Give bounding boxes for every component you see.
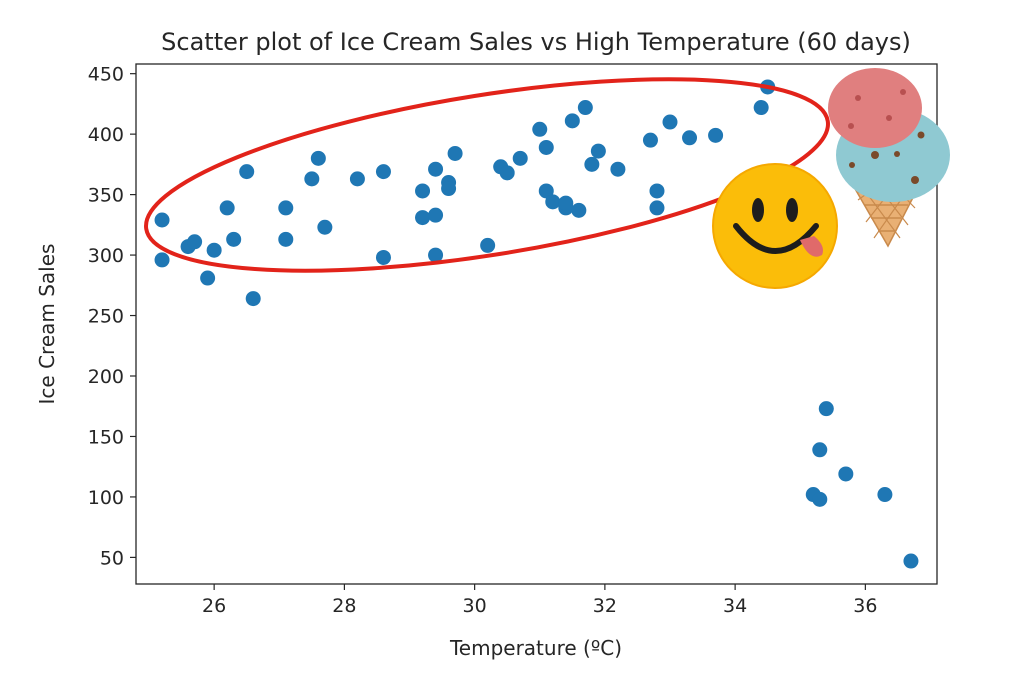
data-point [415, 210, 431, 226]
data-point [375, 164, 391, 180]
data-point [441, 181, 457, 197]
data-point [310, 150, 326, 166]
data-point [649, 200, 665, 216]
y-tick-label: 350 [88, 185, 124, 207]
data-point [206, 242, 222, 258]
data-point [753, 100, 769, 116]
data-point [428, 247, 444, 263]
data-point [545, 194, 561, 210]
data-point [187, 234, 203, 250]
x-tick-label: 28 [332, 595, 356, 617]
data-point [278, 231, 294, 247]
data-point [812, 442, 828, 458]
y-tick-label: 150 [88, 426, 124, 448]
ice-cream-cone-icon [828, 68, 950, 248]
y-tick-label: 200 [88, 366, 124, 388]
data-point [590, 143, 606, 159]
data-point [903, 553, 919, 569]
x-tick-label: 26 [202, 595, 226, 617]
data-point [375, 249, 391, 265]
data-point [877, 487, 893, 503]
data-point [239, 164, 255, 180]
data-point [349, 171, 365, 187]
y-tick-label: 50 [100, 547, 124, 569]
data-point [818, 401, 834, 417]
data-point [838, 466, 854, 482]
data-point [571, 202, 587, 218]
chart-title: Scatter plot of Ice Cream Sales vs High … [161, 28, 911, 56]
plot-frame [135, 63, 938, 585]
data-point [577, 100, 593, 116]
data-point [447, 145, 463, 161]
data-point [219, 200, 235, 216]
highlight-ellipse [144, 77, 830, 273]
data-point [154, 252, 170, 268]
y-tick-label: 450 [88, 64, 124, 86]
data-point [428, 207, 444, 223]
data-point [682, 130, 698, 146]
data-point [415, 183, 431, 199]
x-axis-label: Temperature (ºC) [449, 636, 622, 660]
y-axis-label: Ice Cream Sales [35, 244, 59, 405]
data-point [812, 491, 828, 507]
data-point [558, 195, 574, 211]
x-tick-label: 36 [853, 595, 877, 617]
y-tick-label: 250 [88, 306, 124, 328]
data-point [538, 183, 554, 199]
data-point [317, 219, 333, 235]
data-point [200, 270, 216, 286]
data-point [480, 237, 496, 253]
data-point [610, 161, 626, 177]
data-point [226, 231, 242, 247]
data-point [538, 139, 554, 155]
data-point [278, 200, 294, 216]
data-points [154, 79, 919, 569]
data-point [499, 165, 515, 181]
smiley-face-icon [712, 163, 838, 289]
y-tick-label: 400 [88, 124, 124, 146]
data-point [245, 291, 261, 307]
data-point [584, 156, 600, 172]
data-point [512, 150, 528, 166]
data-point [304, 171, 320, 187]
data-point [662, 114, 678, 130]
x-tick-label: 34 [723, 595, 747, 617]
data-point [154, 212, 170, 228]
y-axis: 50 100 150 200 250 300 350 400 450 [88, 64, 136, 569]
x-tick-label: 32 [593, 595, 617, 617]
data-point [649, 183, 665, 199]
x-tick-label: 30 [463, 595, 487, 617]
y-tick-label: 100 [88, 487, 124, 509]
y-tick-label: 300 [88, 245, 124, 267]
data-point [428, 161, 444, 177]
data-point [708, 127, 724, 143]
x-axis: 26 28 30 32 34 36 [202, 584, 877, 617]
data-point [532, 121, 548, 137]
data-point [642, 132, 658, 148]
data-point [564, 113, 580, 129]
